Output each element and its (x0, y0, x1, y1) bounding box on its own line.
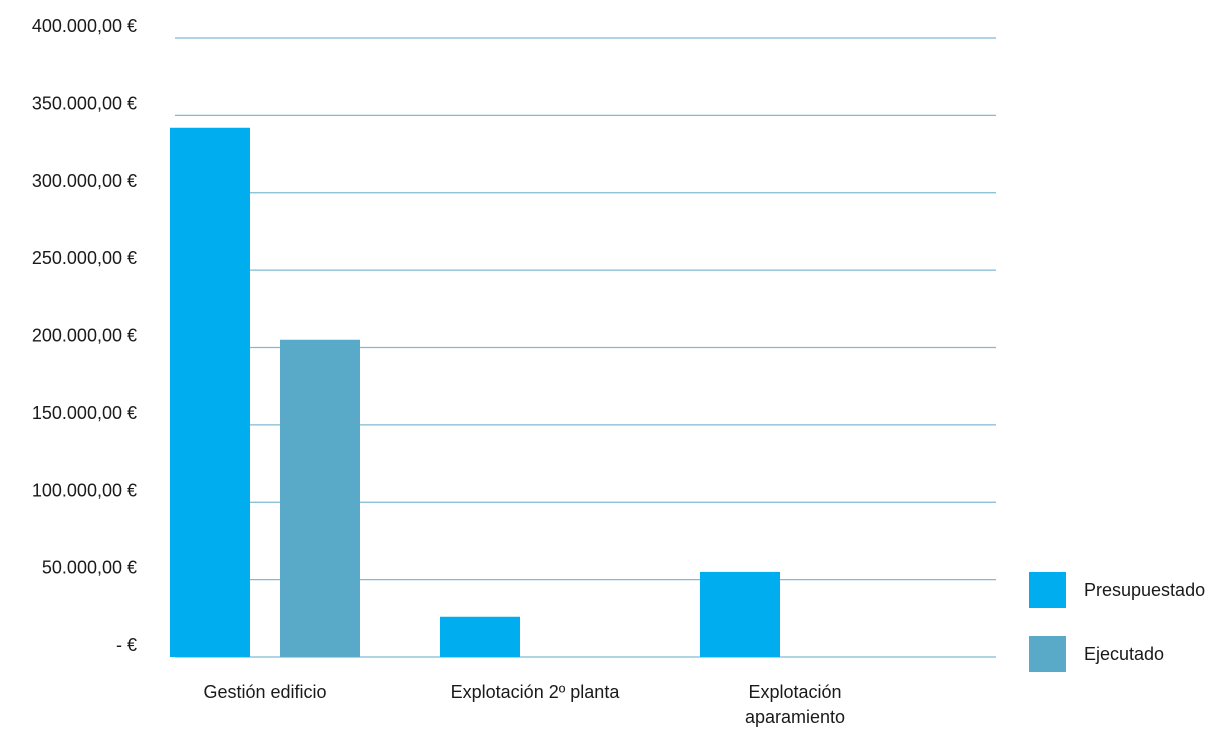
bars (170, 127, 780, 657)
category-label: Explotación aparamiento (745, 682, 845, 727)
legend-label: Presupuestado (1084, 580, 1205, 600)
y-tick-label: - € (116, 635, 137, 655)
y-tick-label: 400.000,00 € (32, 16, 137, 36)
legend-label: Ejecutado (1084, 644, 1164, 664)
y-tick-label: 250.000,00 € (32, 248, 137, 268)
bar-presupuestado-2 (700, 571, 780, 657)
category-label: Explotación 2º planta (451, 682, 621, 702)
bar-ejecutado-0 (280, 339, 360, 657)
y-axis-tick-labels: 400.000,00 € 350.000,00 € 300.000,00 € 250.… (32, 16, 137, 655)
category-label-line: Gestión edificio (203, 682, 326, 702)
category-label: Gestión edificio (203, 682, 326, 702)
category-label-line: Explotación 2º planta (451, 682, 621, 702)
category-label-line: Explotación (748, 682, 841, 702)
x-axis-category-labels: Gestión edificio Explotación 2º planta Exp… (203, 682, 845, 727)
bar-presupuestado-0 (170, 127, 250, 657)
legend: Presupuestado Ejecutado (1029, 572, 1205, 672)
y-tick-label: 300.000,00 € (32, 171, 137, 191)
category-label-line: aparamiento (745, 707, 845, 727)
y-tick-label: 50.000,00 € (42, 558, 137, 578)
bar-presupuestado-1 (440, 616, 520, 657)
y-tick-label: 150.000,00 € (32, 403, 137, 423)
y-tick-label: 100.000,00 € (32, 480, 137, 500)
legend-swatch (1029, 572, 1066, 608)
legend-swatch (1029, 636, 1066, 672)
y-tick-label: 200.000,00 € (32, 326, 137, 346)
y-tick-label: 350.000,00 € (32, 93, 137, 113)
